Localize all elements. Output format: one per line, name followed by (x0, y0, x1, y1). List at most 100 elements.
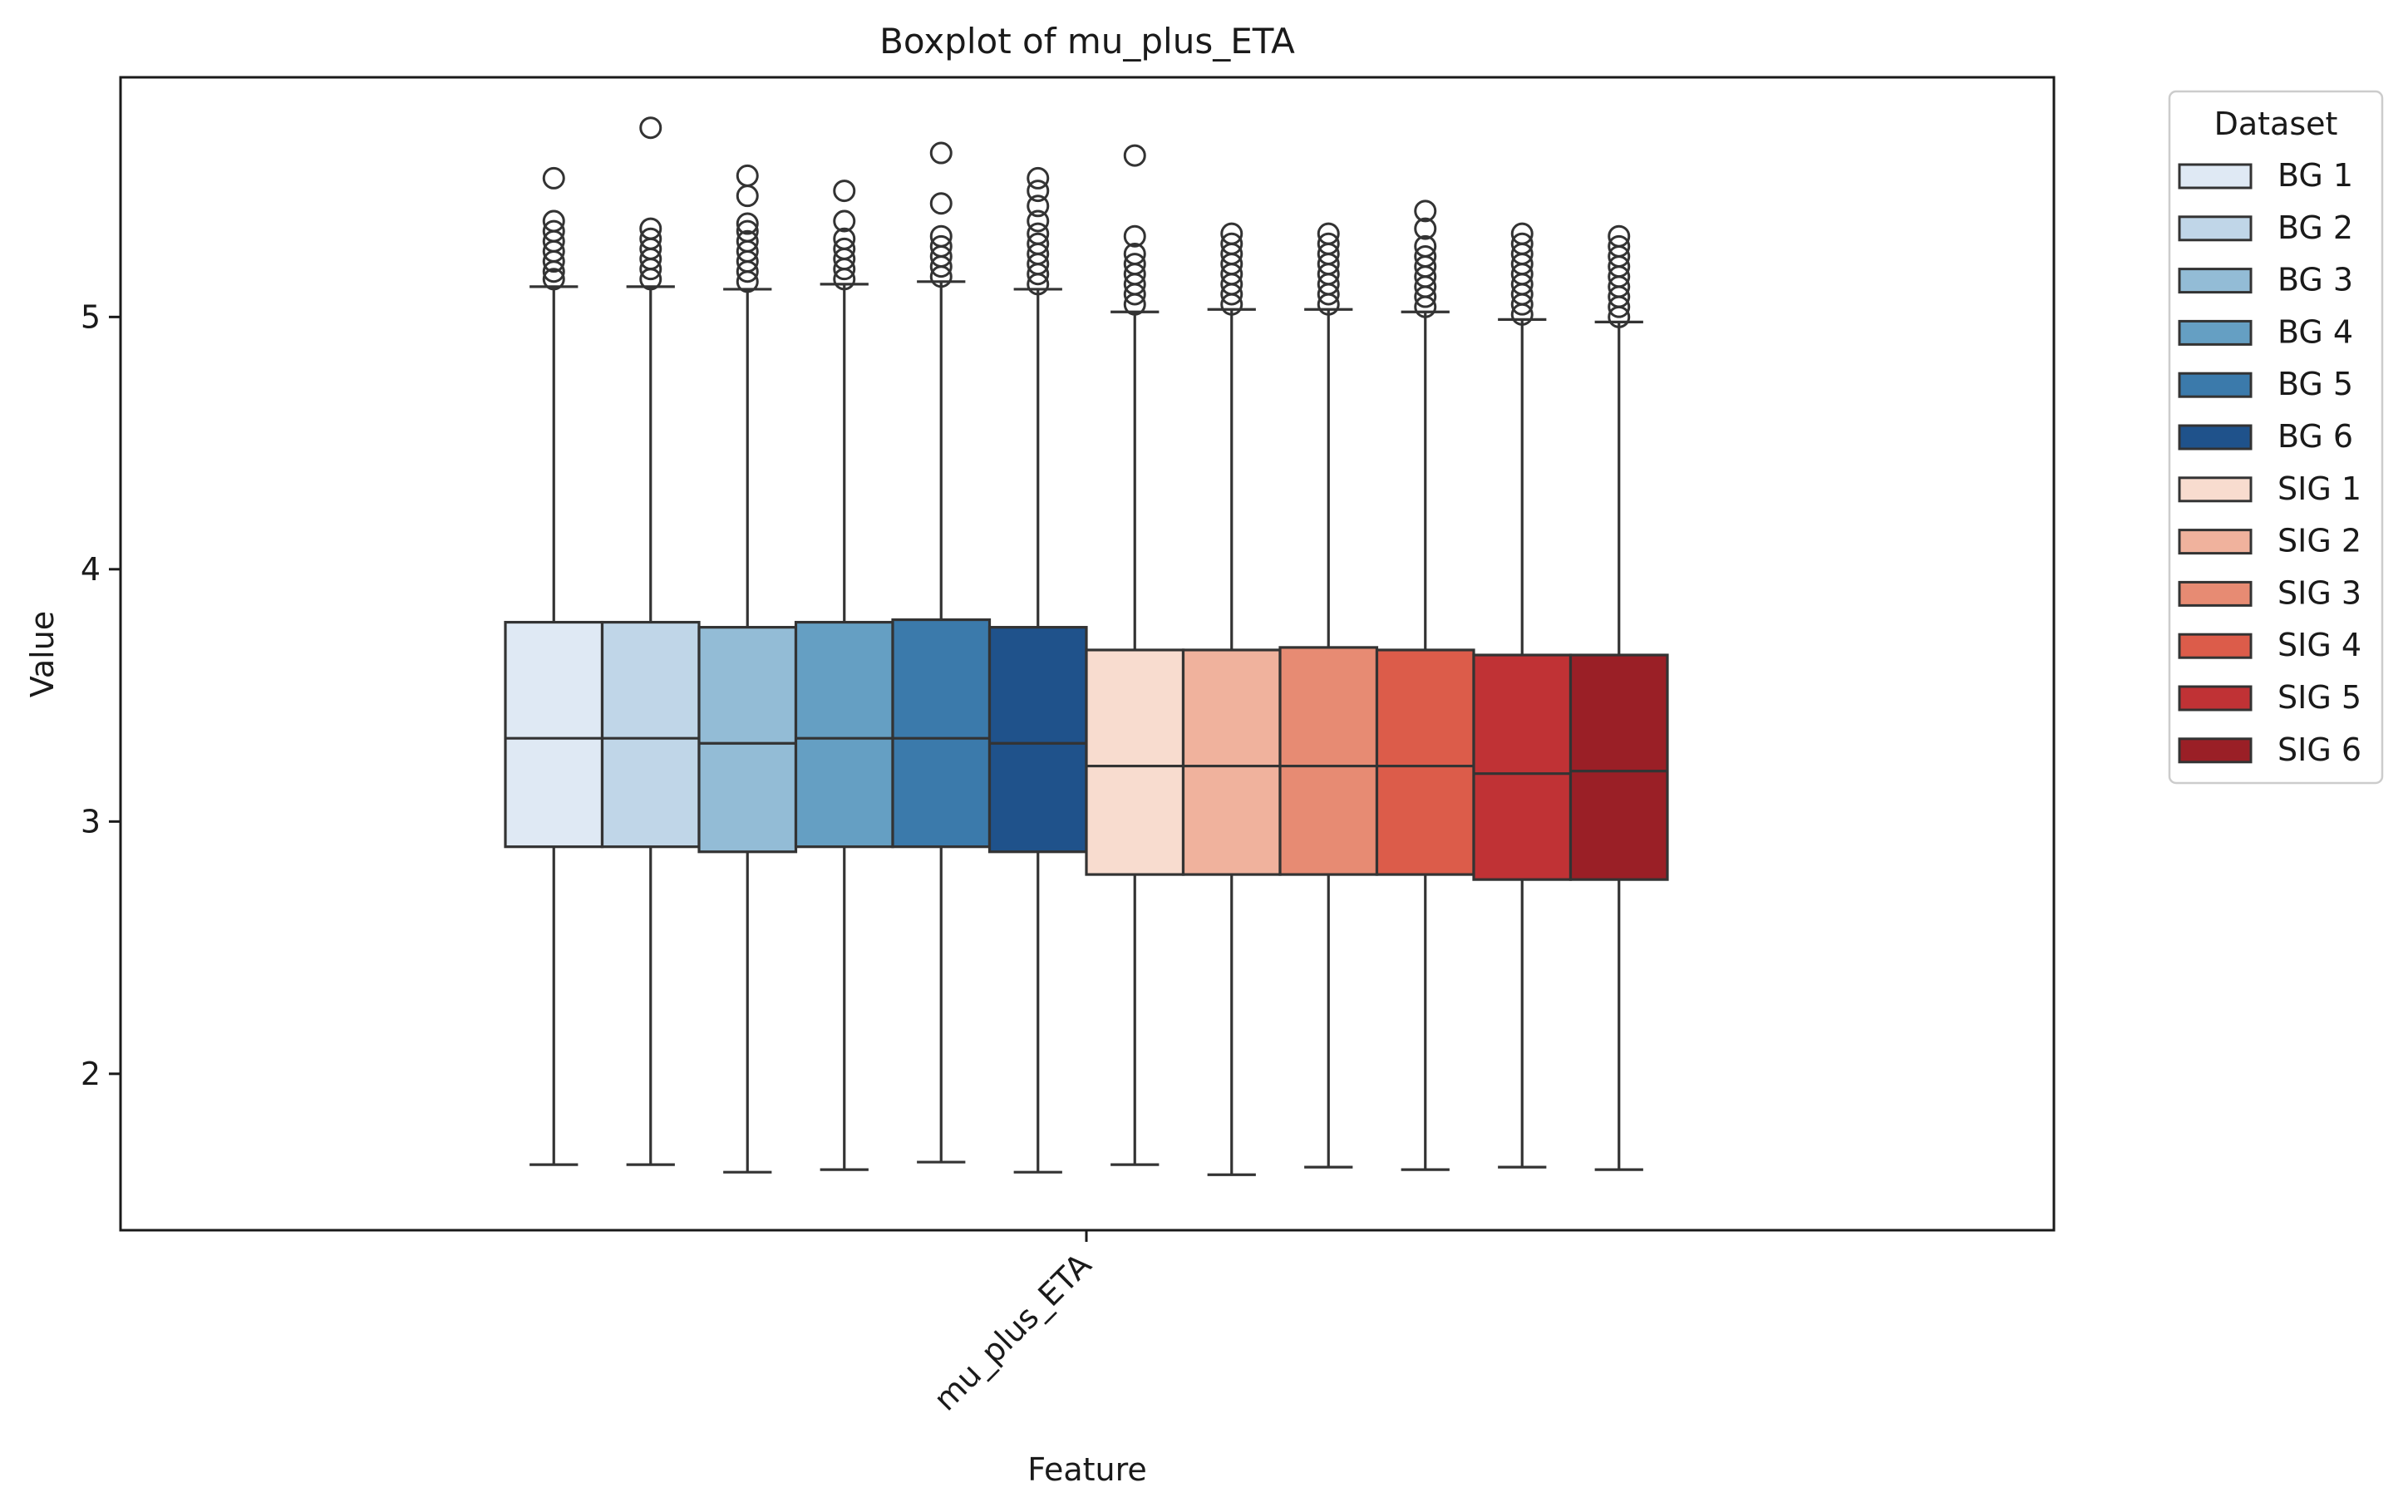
outlier-point (639, 227, 662, 250)
x-axis-label: Feature (1027, 1451, 1147, 1488)
box-sig-6 (1568, 224, 1669, 1171)
box-sig-4 (1375, 199, 1475, 1171)
box-sig-2 (1181, 222, 1282, 1176)
legend-label: SIG 6 (2278, 731, 2361, 768)
outlier-point (833, 180, 856, 203)
outlier-point (1414, 199, 1437, 223)
outlier-point (833, 227, 856, 250)
chart-title: Boxplot of mu_plus_ETA (879, 21, 1295, 62)
outlier-point (1414, 244, 1437, 268)
box-sig-3 (1278, 222, 1379, 1169)
outlier-point (1027, 180, 1050, 203)
outlier-point (1414, 217, 1437, 240)
box-iqr (1568, 653, 1669, 881)
outlier-point (736, 212, 759, 235)
outlier-point (736, 164, 759, 187)
outlier-point (929, 192, 953, 215)
box-iqr (1085, 648, 1185, 876)
outlier-point (1510, 232, 1534, 255)
legend-label: BG 5 (2278, 366, 2353, 402)
outlier-point (929, 234, 953, 258)
legend-label: BG 4 (2278, 313, 2353, 350)
box-iqr (1278, 646, 1379, 876)
plot-frame (119, 76, 2056, 1232)
outlier-point (736, 229, 759, 253)
box-iqr (794, 620, 894, 849)
legend-frame (2168, 90, 2384, 785)
legend-item: BG 2 (2178, 209, 2353, 246)
outlier-point (1123, 253, 1146, 276)
legend-swatch (2178, 737, 2253, 764)
outlier-point (1123, 144, 1146, 167)
outlier-point (1123, 242, 1146, 265)
legend-label: SIG 4 (2278, 627, 2361, 663)
legend-swatch (2178, 215, 2253, 242)
legend-item: SIG 4 (2178, 627, 2361, 663)
box-bg-6 (987, 166, 1088, 1174)
box-sig-5 (1472, 222, 1573, 1169)
y-tick-label: 4 (81, 551, 101, 588)
outlier-point (1317, 222, 1340, 245)
legend-item: SIG 1 (2178, 470, 2361, 507)
legend-item: BG 1 (2178, 157, 2353, 194)
legend-label: BG 3 (2278, 262, 2353, 298)
legend-label: SIG 2 (2278, 523, 2361, 559)
outlier-point (929, 141, 953, 165)
legend-item: SIG 2 (2178, 523, 2361, 559)
legend-swatch (2178, 580, 2253, 607)
box-iqr (600, 620, 701, 849)
box-iqr (891, 618, 992, 849)
outlier-point (1317, 232, 1340, 255)
legend-swatch (2178, 372, 2253, 398)
box-iqr (504, 620, 604, 849)
legend-item: SIG 6 (2178, 731, 2361, 768)
outlier-point (639, 217, 662, 240)
box-bg-1 (504, 166, 604, 1166)
legend-swatch (2178, 424, 2253, 451)
legend-swatch (2178, 319, 2253, 346)
outlier-point (1608, 234, 1631, 258)
outlier-point (1027, 195, 1050, 218)
y-axis-label: Value (24, 611, 61, 697)
outlier-point (1608, 224, 1631, 248)
y-tick-label: 5 (81, 298, 101, 335)
box-bg-5 (891, 141, 992, 1164)
outlier-point (542, 166, 565, 190)
box-iqr (1472, 653, 1573, 881)
outlier-point (1220, 222, 1243, 245)
legend-item: SIG 5 (2178, 679, 2361, 716)
box-series-group (504, 116, 1669, 1176)
legend-label: SIG 5 (2278, 679, 2361, 716)
legend-swatch (2178, 268, 2253, 294)
outlier-point (1220, 232, 1243, 255)
outlier-point (1414, 234, 1437, 258)
outlier-point (542, 219, 565, 243)
legend-label: SIG 3 (2278, 574, 2361, 611)
box-iqr (1375, 648, 1475, 876)
legend-title: Dataset (2214, 106, 2338, 142)
outlier-point (833, 237, 856, 260)
legend-item: BG 5 (2178, 366, 2353, 402)
legend-item: BG 4 (2178, 313, 2353, 350)
legend-swatch (2178, 476, 2253, 503)
box-bg-4 (794, 180, 894, 1171)
box-sig-1 (1085, 144, 1185, 1166)
box-iqr (987, 626, 1088, 854)
box-bg-3 (697, 164, 798, 1174)
outlier-point (1027, 222, 1050, 245)
box-iqr (697, 626, 798, 854)
legend-swatch (2178, 529, 2253, 555)
legend-swatch (2178, 685, 2253, 712)
y-tick-label: 3 (81, 803, 101, 840)
outlier-point (542, 268, 565, 291)
legend-swatch (2178, 163, 2253, 190)
outlier-point (833, 209, 856, 233)
y-axis: 2 3 4 5 (81, 298, 121, 1092)
outlier-point (1027, 166, 1050, 190)
legend-item: BG 3 (2178, 262, 2353, 298)
outlier-point (1027, 209, 1050, 233)
outlier-point (1510, 222, 1534, 245)
legend-swatch (2178, 633, 2253, 659)
outlier-point (1123, 224, 1146, 248)
